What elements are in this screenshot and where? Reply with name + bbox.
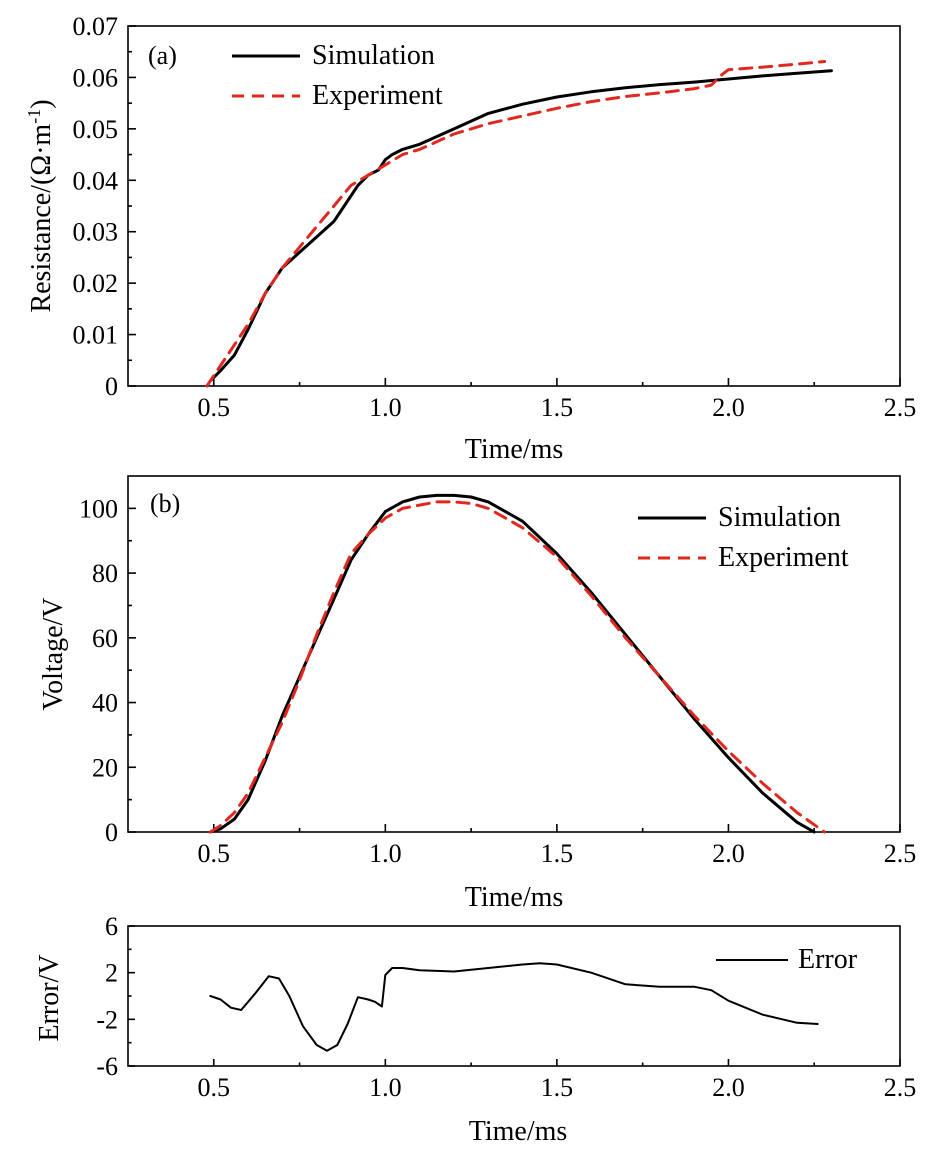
panel-error-y-tick-label: -2	[96, 1005, 118, 1034]
panel-b: (b) Time/ms Voltage/V Simulation Experim…	[38, 475, 917, 913]
panel-a-x-tick-label: 0.5	[198, 393, 231, 422]
legend-label-simulation: Simulation	[312, 40, 435, 71]
panel-b-series-experiment	[208, 500, 826, 834]
panel-a-y-axis-title-superscript: -1	[24, 109, 44, 124]
panel-error-x-tick-label: 2.5	[884, 1073, 917, 1102]
panel-b-y-axis-title: Voltage/V	[38, 597, 69, 710]
panel-b-y-tick-label: 100	[79, 494, 118, 523]
legend-label-experiment: Experiment	[312, 80, 443, 111]
legend-label-error: Error	[798, 944, 858, 975]
panel-b-x-tick-label: 1.0	[369, 839, 402, 868]
panel-error-legend: Error	[716, 944, 858, 975]
panel-a-x-tick-label: 2.0	[712, 393, 745, 422]
panel-a-y-tick-label: 0	[105, 372, 118, 401]
panel-a-y-axis-title: Resistance/(Ω·m-1)	[24, 99, 57, 312]
panel-a-y-tick-label: 0.04	[73, 166, 119, 195]
panel-error-x-tick-label: 0.5	[198, 1073, 231, 1102]
panel-b-y-tick-label: 40	[92, 689, 118, 718]
panel-error-axes-frame	[127, 925, 901, 1067]
panel-error-y-tick-label: -6	[96, 1052, 118, 1081]
panel-b-x-tick-label: 2.5	[884, 839, 917, 868]
panel-a-y-tick-label: 0.07	[73, 12, 119, 41]
panel-a-y-tick-label: 0.05	[73, 115, 119, 144]
panel-error-y-axis-title: Error/V	[34, 954, 65, 1041]
panel-error-series-error	[209, 962, 819, 1052]
panel-b-y-tick-label: 0	[105, 818, 118, 847]
legend-label-experiment-b: Experiment	[718, 542, 849, 573]
panel-a: (a) Time/ms Resistance/(Ω·m-1) Simulatio…	[24, 12, 916, 465]
panel-error-y-tick-label: 2	[105, 959, 118, 988]
panel-a-x-axis-title: Time/ms	[465, 434, 564, 465]
panel-b-y-tick-label: 60	[92, 624, 118, 653]
panel-error: Time/ms Error/V Error 0.5 1.0 1.5 2.0 2.5 -6 -…	[34, 912, 916, 1147]
panel-error-x-axis-title: Time/ms	[469, 1116, 568, 1147]
panel-b-x-tick-label: 0.5	[198, 839, 231, 868]
panel-a-y-axis-title-main: Resistance/(Ω·m	[26, 124, 57, 313]
panel-a-y-tick-label: 0.01	[73, 321, 119, 350]
panel-b-x-tick-label: 1.5	[541, 839, 574, 868]
panel-a-x-tick-label: 1.0	[369, 393, 402, 422]
panel-b-y-tick-label: 20	[92, 753, 118, 782]
panel-a-y-tick-label: 0.03	[73, 218, 119, 247]
panel-a-y-tick-label: 0.06	[73, 63, 119, 92]
panel-a-y-tick-label: 0.02	[73, 269, 119, 298]
panel-a-x-tick-label: 1.5	[541, 393, 574, 422]
panel-a-x-tick-label: 2.5	[884, 393, 917, 422]
panel-b-y-tick-label: 80	[92, 559, 118, 588]
panel-b-x-tick-label: 2.0	[712, 839, 745, 868]
panel-error-y-tick-label: 6	[105, 912, 118, 941]
panel-error-x-tick-label: 2.0	[712, 1073, 745, 1102]
panel-a-label: (a)	[148, 41, 177, 70]
panel-error-x-tick-label: 1.5	[541, 1073, 574, 1102]
legend-label-simulation-b: Simulation	[718, 502, 841, 533]
panel-b-label: (b)	[150, 489, 180, 518]
panel-b-axes-frame	[127, 475, 901, 833]
panel-a-y-axis-title-close: )	[26, 99, 57, 108]
panel-b-legend: Simulation Experiment	[638, 502, 849, 573]
panel-a-legend: Simulation Experiment	[232, 40, 443, 111]
panel-error-x-tick-label: 1.0	[369, 1073, 402, 1102]
panel-b-x-axis-title: Time/ms	[465, 882, 564, 913]
panel-a-series-experiment	[205, 60, 826, 388]
